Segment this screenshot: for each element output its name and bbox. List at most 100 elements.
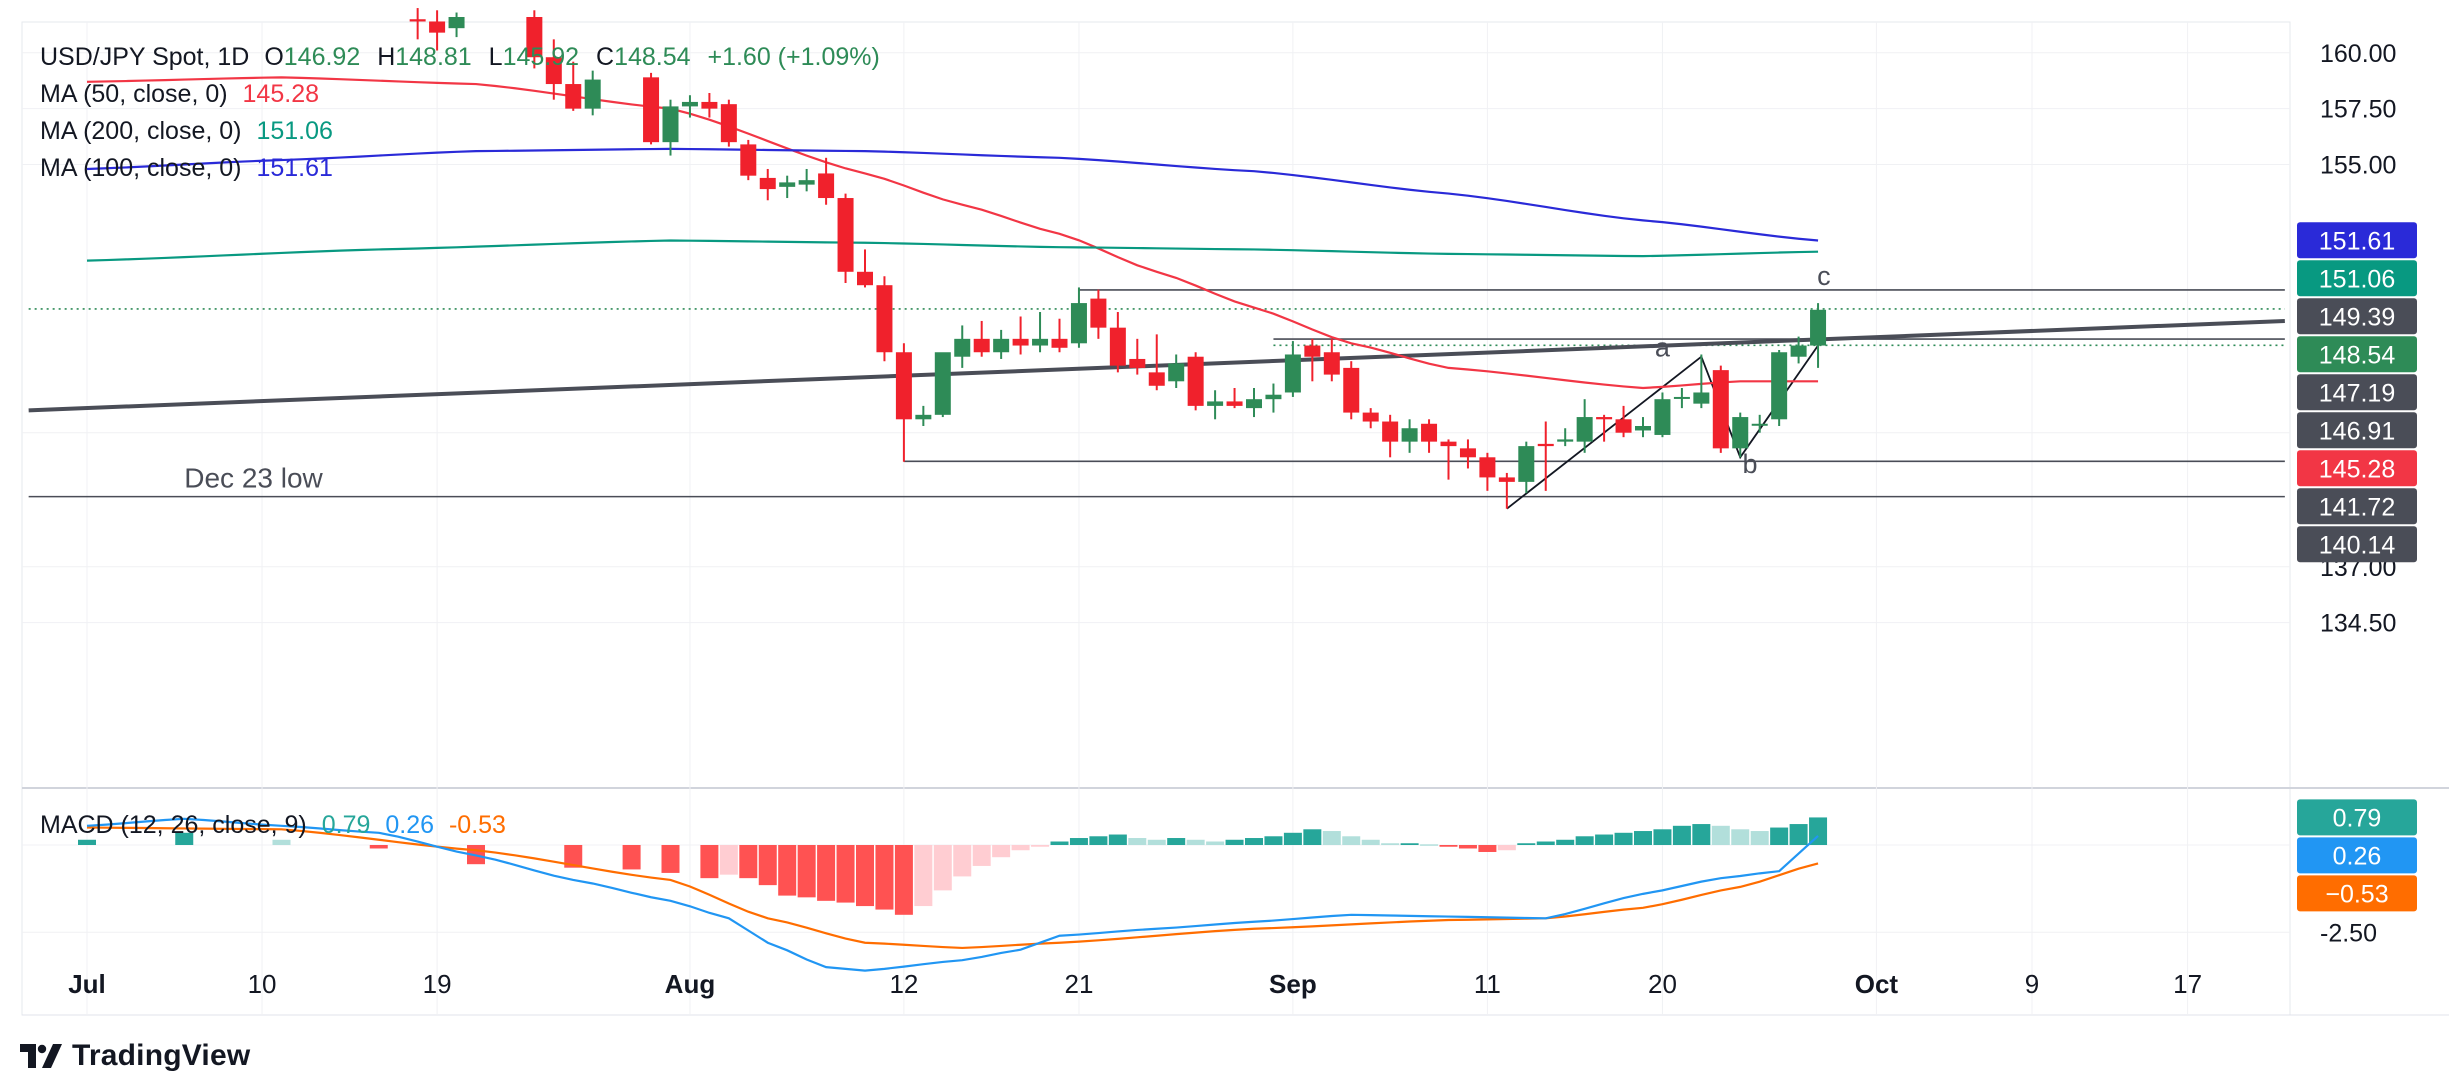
candle-body [1090,298,1107,328]
candle-body [1479,457,1496,478]
plot-frame [21,21,2291,1016]
ma100-label: MA (100, close, 0) [40,154,241,182]
candle-body [1304,345,1321,357]
macd-histogram-bar [1770,827,1789,845]
price-badge-label: 140.14 [2319,531,2396,559]
macd-histogram-bar [1439,845,1458,847]
time-tick-label: 9 [2025,969,2039,999]
candle-body [1771,352,1788,420]
macd-histogram-bar [1556,839,1575,845]
macd-histogram-bar [622,845,641,870]
candles [409,8,1827,509]
price-badge: 151.61 [2297,222,2417,259]
candle-body [1032,338,1049,346]
macd-hist-value: 0.79 [322,811,371,839]
candle-body [1654,399,1671,435]
macd-histogram-bar [1128,838,1147,845]
time-tick-label: Oct [1855,969,1899,999]
candle-body [1440,441,1457,447]
macd-histogram-bar [1342,836,1361,845]
candle-body [1635,426,1651,431]
candle-body [1246,399,1262,409]
candle-body [993,338,1010,353]
grid [21,21,2449,1016]
candle-body [1712,370,1729,449]
macd-histogram-bar [1225,839,1244,845]
price-badge-label: 148.54 [2319,341,2396,369]
candle-body [876,285,893,353]
candle-body [448,16,465,29]
price-badge-bg [2297,450,2417,487]
change-value: +1.60 (+1.09%) [707,43,879,71]
candle-body [1751,423,1768,426]
time-tick-label: 20 [1648,969,1677,999]
price-badge-bg [2297,336,2417,373]
close-value: 148.54 [614,43,691,71]
candle-body [1362,412,1379,422]
price-badge-bg [2297,837,2417,874]
price-tick-label: 157.50 [2320,96,2396,124]
macd-histogram-bar [894,845,913,915]
macd-histogram-bar [797,845,816,898]
macd-histogram-bar [1322,831,1341,845]
macd-histogram-bar [1167,838,1186,845]
price-badge-bg [2297,260,2417,297]
price-badge-bg [2297,412,2417,449]
candle-body [1168,363,1185,382]
ma100-legend: MA (100, close, 0) 151.61 [40,154,333,182]
candle-body [565,84,582,109]
macd-histogram-bar [836,845,855,903]
candle-body [857,271,873,286]
macd-histogram-bar [875,845,894,910]
candle-body [662,106,679,143]
candle-body [1323,352,1340,375]
price-badge-label: 151.61 [2319,227,2395,255]
candle-body [1693,392,1710,404]
high-label: H [377,43,395,71]
candle-body [681,101,698,107]
macd-histogram-bar [78,839,96,845]
candle-body [1129,358,1146,368]
macd-histogram-bar [1381,843,1400,845]
tradingview-logo[interactable]: TradingView [20,1036,250,1076]
price-badge: 140.14 [2297,526,2417,563]
candle-body [1070,303,1087,344]
macd-histogram-bar [719,845,738,875]
open-value: 146.92 [284,43,360,71]
price-badge-label: −0.53 [2325,880,2388,908]
candle-body [584,79,601,109]
macd-histogram-bar [564,845,583,868]
price-badge-bg [2297,799,2417,836]
moving-averages [86,76,1819,390]
price-badge-label: 149.39 [2319,303,2395,331]
macd-histogram-bar [1245,838,1263,845]
low-label: L [489,43,503,71]
time-tick-label: 12 [889,969,918,999]
candle-body [1596,417,1613,420]
high-value: 148.81 [395,43,471,71]
ma50-legend: MA (50, close, 0) 145.28 [40,80,319,108]
candle-body [1557,439,1574,442]
candle-body [798,180,815,185]
macd-histogram-bar [914,845,933,907]
candle-body [1537,443,1554,447]
ma50-line [86,76,1819,390]
candle-body [740,144,757,176]
candle-body [545,57,562,85]
macd-histogram-bar [1672,825,1691,845]
candle-body [1790,345,1807,357]
candle-body [1343,367,1360,413]
legend: USD/JPY Spot, 1D O146.92 H148.81 L145.92… [40,43,880,839]
macd-histogram-bar [1634,831,1652,845]
price-axis: 160.00157.50155.00143.00137.00134.50-2.5… [2297,40,2417,947]
macd-histogram-bar [1595,834,1614,845]
macd-histogram-bar [1147,839,1166,845]
macd-histogram-bar [661,845,680,873]
macd-histogram-bar [953,845,972,877]
macd-histogram-bar [972,845,991,866]
ma100-value: 151.61 [256,154,332,182]
macd-histogram-bar [1517,843,1536,845]
ma200-line [86,239,1819,262]
candle-body [1401,428,1418,442]
